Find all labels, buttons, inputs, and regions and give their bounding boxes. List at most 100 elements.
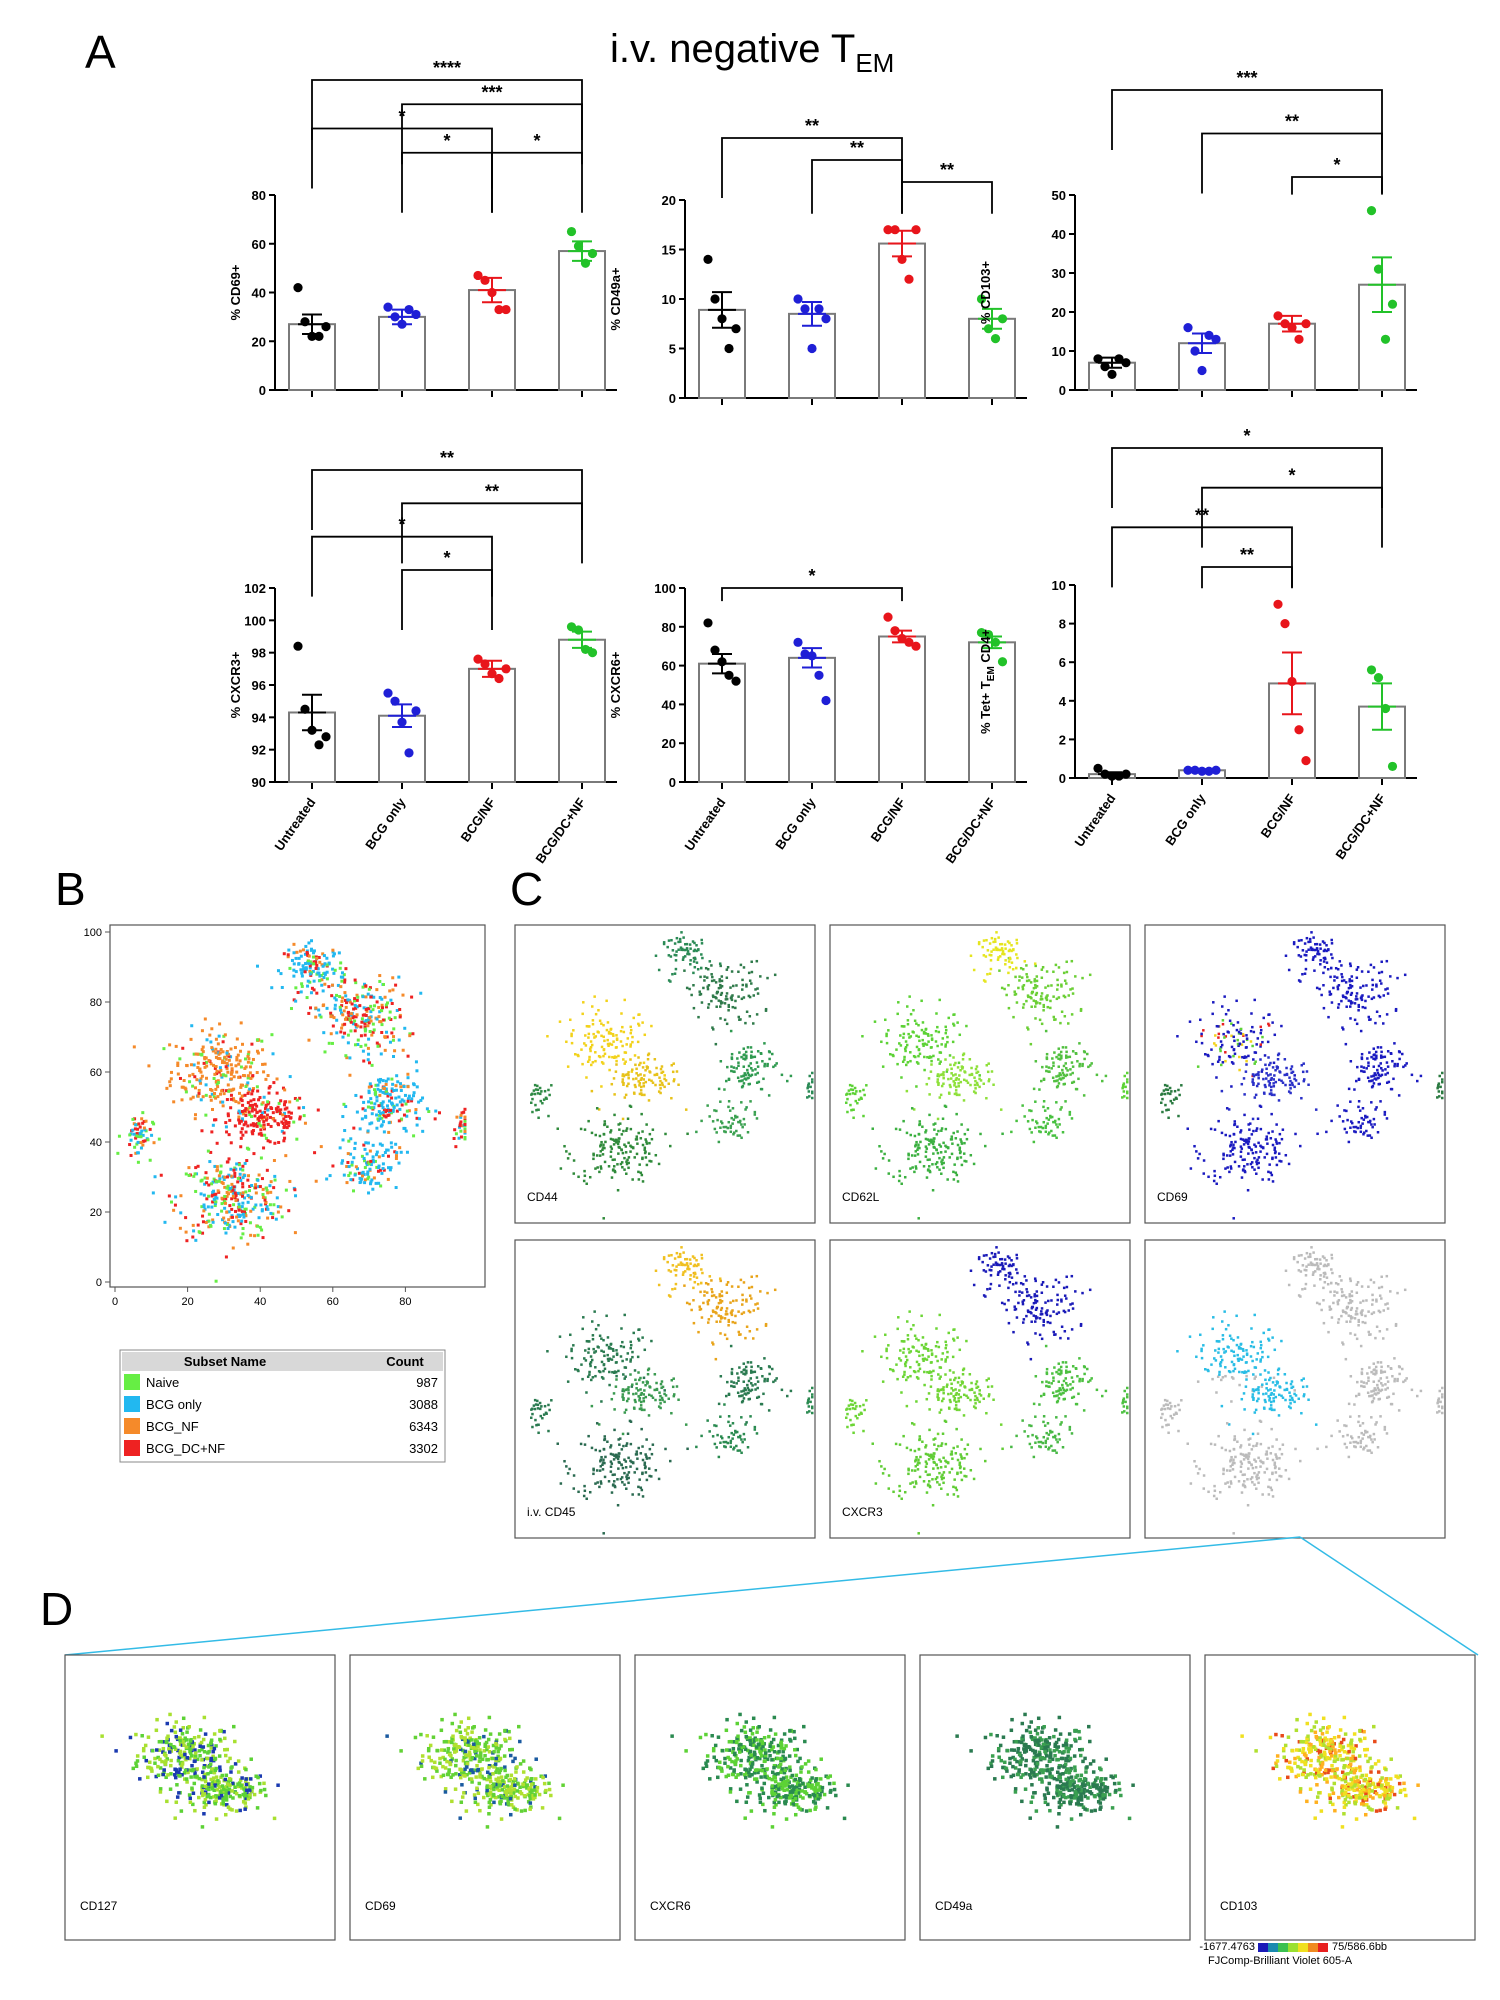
- tsne-cell: [647, 1467, 651, 1470]
- tsne-cell: [738, 1018, 741, 1021]
- tsne-cell: [1045, 970, 1049, 973]
- tsne-cell: [1229, 1165, 1233, 1168]
- tsne-cell: [753, 1110, 757, 1114]
- tsne-cell: [563, 1459, 566, 1463]
- tsne-cell: [1384, 1073, 1387, 1076]
- tsne-cell: [1123, 1074, 1126, 1078]
- tsne-dot: [312, 960, 316, 964]
- tsne-cell: [1034, 1126, 1037, 1129]
- tsne-dot: [189, 1097, 193, 1101]
- tsne-cell: [1040, 976, 1044, 980]
- tsne-cell: [741, 983, 745, 987]
- tsne-cell: [948, 1054, 952, 1057]
- tsne-dot: [370, 1178, 374, 1182]
- tsne-dot: [323, 962, 327, 966]
- tsne-dot: [262, 1115, 266, 1119]
- tsne-cell: [618, 1461, 621, 1464]
- tsne-dot: [340, 979, 344, 983]
- tsne-cell: [1213, 1174, 1217, 1178]
- tsne-cell: [612, 1040, 615, 1043]
- tsne-dot: [215, 1069, 219, 1073]
- tsne-cell: [612, 1034, 615, 1037]
- tsne-dot: [377, 1005, 381, 1009]
- tsne-dot: [224, 1125, 228, 1129]
- tsne-dot: [229, 1093, 233, 1097]
- tsne-dot: [256, 1051, 260, 1055]
- tsne-cell: [607, 1480, 611, 1483]
- tsne-cell: [669, 1270, 673, 1273]
- tsne-cell: [1071, 992, 1075, 995]
- tsne-cell: [754, 1068, 757, 1071]
- tsne-dot: [376, 1169, 380, 1173]
- tsne-cell: [616, 1140, 619, 1143]
- tsne-dot: [192, 1174, 196, 1178]
- tsne-cell: [745, 1054, 748, 1058]
- data-point: [883, 612, 893, 622]
- tsne-dot: [217, 1052, 221, 1056]
- tsne-dot: [202, 1061, 206, 1065]
- tsne-cell: [1058, 1058, 1062, 1061]
- tsne-cell: [740, 1075, 743, 1078]
- tsne-cell: [924, 1032, 928, 1035]
- tsne-cell: [904, 1040, 908, 1043]
- bar: [788, 312, 836, 400]
- tsne-cell: [811, 1078, 814, 1081]
- tsne-cell: [925, 1082, 929, 1086]
- tsne-cell: [546, 1034, 549, 1038]
- tsne-cell: [658, 1398, 662, 1402]
- tsne-cell: [1054, 1119, 1057, 1123]
- y-tick-label: 50: [1052, 188, 1066, 203]
- y-tick-label: 40: [662, 697, 676, 712]
- tsne-cell: [587, 1119, 590, 1123]
- tsne-cell: [622, 1444, 625, 1448]
- tsne-dot: [394, 983, 398, 987]
- tsne-cell: [1269, 1171, 1273, 1174]
- tsne-dot: [252, 1152, 256, 1156]
- data-point: [566, 226, 577, 237]
- tsne-dot: [237, 1062, 241, 1066]
- tsne-cell: [574, 1368, 577, 1371]
- tsne-dot: [204, 1056, 208, 1060]
- tsne-cell: [715, 1305, 719, 1309]
- tsne-dot: [225, 1067, 229, 1071]
- tsne-cell: [594, 1059, 597, 1063]
- tsne-dot: [198, 1069, 202, 1073]
- tsne-cell: [1004, 947, 1007, 950]
- tsne-cell: [631, 1068, 634, 1071]
- tsne-cell: [944, 1127, 948, 1131]
- tsne-dot: [372, 1028, 376, 1032]
- tsne-cell: [738, 1079, 741, 1083]
- tsne-dot: [300, 968, 304, 972]
- tsne-dot: [331, 1024, 335, 1028]
- tsne-cell: [638, 1092, 642, 1096]
- tsne-cell: [723, 1333, 727, 1337]
- tsne-cell: [1349, 1100, 1352, 1103]
- tsne-dot: [219, 1164, 223, 1168]
- tsne-cell: [909, 1035, 913, 1038]
- tsne-dot: [247, 1147, 251, 1151]
- tsne-dot: [247, 1050, 251, 1054]
- tsne-cell: [918, 1160, 922, 1164]
- tsne-dot: [399, 1150, 403, 1154]
- y-tick-label: 20: [90, 1207, 102, 1219]
- tsne-cell: [1251, 1074, 1254, 1078]
- tsne-cell: [642, 1376, 646, 1380]
- tsne-cell: [588, 1058, 591, 1061]
- tsne-dot: [339, 985, 343, 989]
- tsne-dot: [350, 1012, 354, 1016]
- tsne-cell: [670, 1063, 674, 1067]
- tsne-cell: [620, 1012, 623, 1015]
- tsne-cell: [936, 1025, 939, 1029]
- tsne-dot: [237, 1202, 241, 1206]
- tsne-dot: [238, 1059, 242, 1063]
- tsne-cell: [613, 1169, 616, 1173]
- tsne-cell: [1069, 1068, 1072, 1071]
- tsne-cell: [1284, 1083, 1287, 1087]
- tsne-dot: [232, 1075, 236, 1079]
- tsne-cell: [593, 1036, 596, 1039]
- tsne-cell: [1121, 1096, 1124, 1099]
- tsne-cell: [621, 1078, 625, 1081]
- tsne-dot: [263, 1110, 267, 1114]
- tsne-cell: [717, 986, 721, 990]
- tsne-dot: [223, 1194, 227, 1198]
